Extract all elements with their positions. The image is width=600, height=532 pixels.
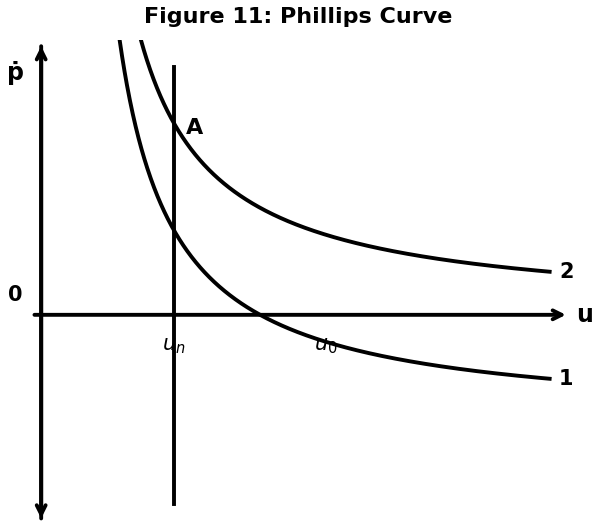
Text: 1: 1 (559, 369, 574, 389)
Text: u: u (576, 303, 593, 327)
Title: Figure 11: Phillips Curve: Figure 11: Phillips Curve (143, 7, 452, 27)
Text: 0: 0 (8, 285, 22, 305)
Text: ṗ: ṗ (7, 61, 23, 85)
Text: A: A (186, 118, 203, 138)
Text: 2: 2 (559, 262, 574, 282)
Text: $u_0$: $u_0$ (314, 336, 338, 356)
Text: $u_n$: $u_n$ (163, 336, 186, 356)
